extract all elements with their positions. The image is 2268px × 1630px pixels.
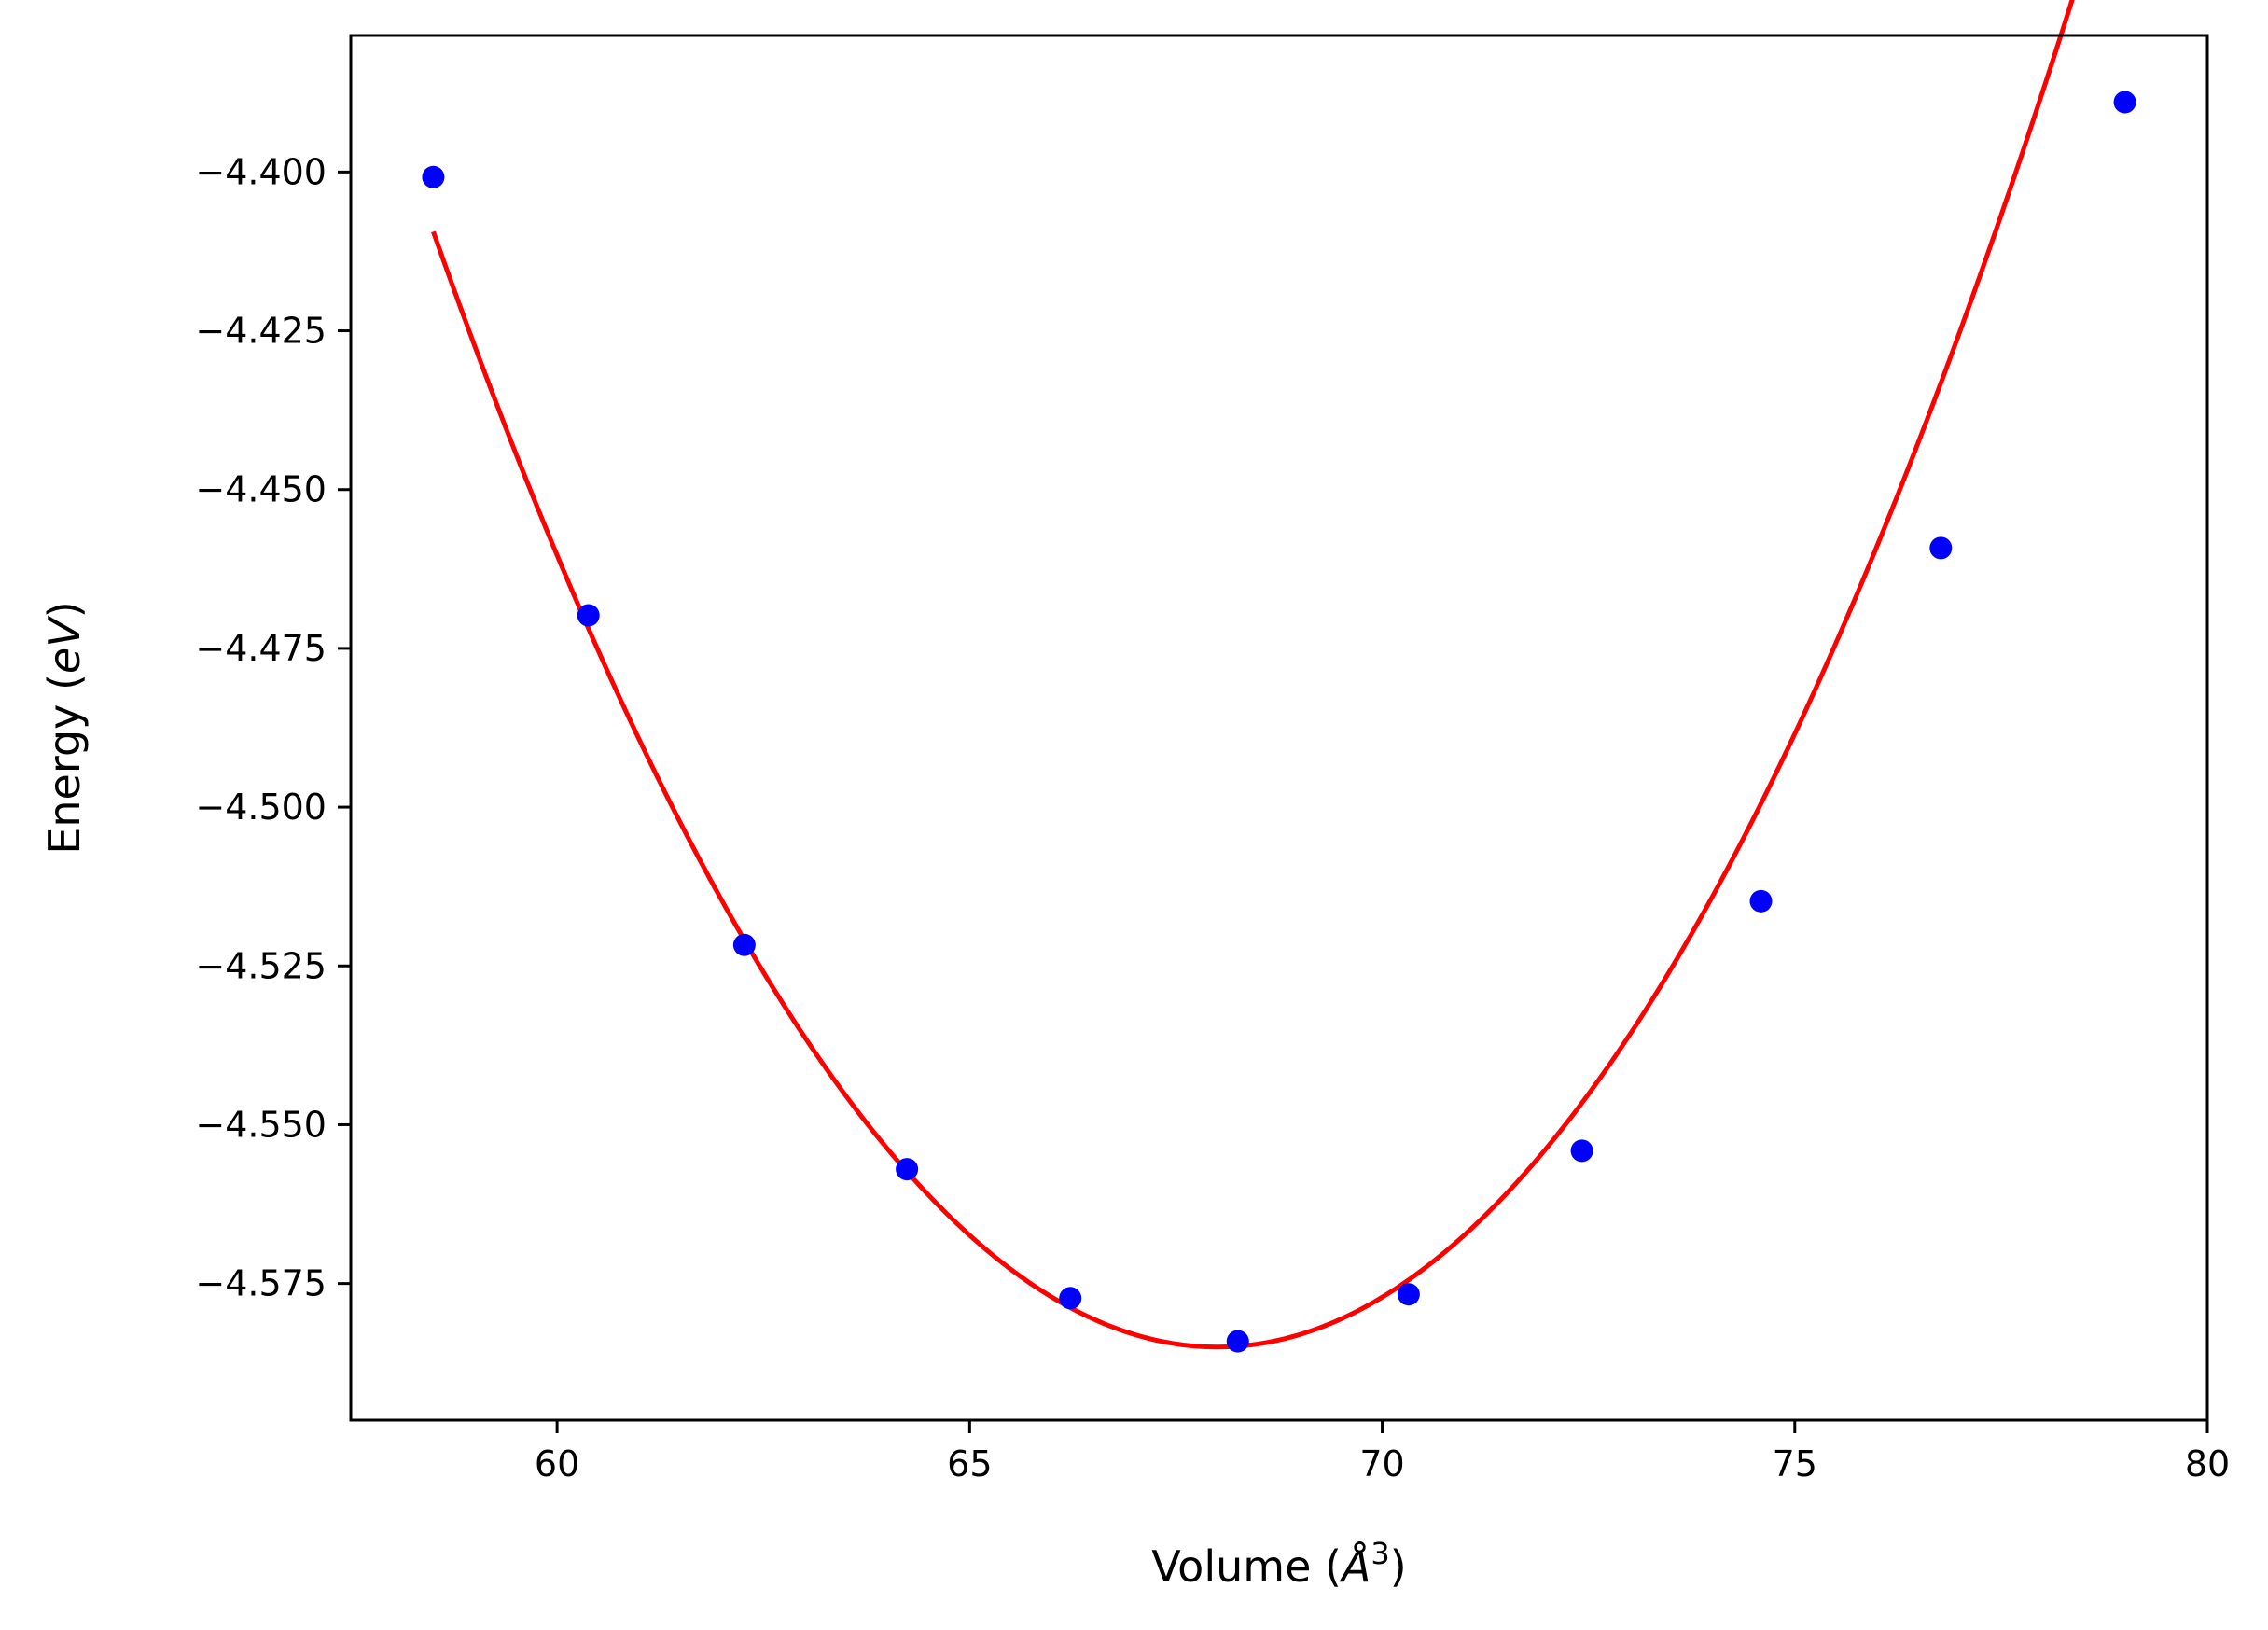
y-tick-label: −4.425: [195, 311, 327, 352]
x-axis-label-main: Volume (: [1151, 1541, 1342, 1592]
x-tick-label: 65: [947, 1443, 992, 1484]
y-tick-label: −4.400: [195, 151, 327, 192]
data-point: [732, 933, 756, 956]
x-axis-label-unit: Å: [1339, 1541, 1371, 1592]
data-point: [1226, 1330, 1249, 1353]
y-axis-label: Energy (eV): [39, 601, 90, 854]
y-tick-label: −4.475: [195, 628, 327, 669]
y-tick-label: −4.500: [195, 787, 327, 828]
data-point: [1570, 1139, 1593, 1163]
x-axis-label-end: ): [1390, 1541, 1407, 1592]
data-point: [422, 165, 445, 188]
x-axis-label: Volume (Å3): [1151, 1536, 1406, 1592]
x-axis-label-sup: 3: [1371, 1536, 1389, 1571]
data-point: [1059, 1287, 1082, 1310]
data-point: [1397, 1283, 1420, 1306]
fit-curve-line: [431, 0, 2075, 1350]
x-tick-label: 75: [1773, 1443, 1817, 1484]
x-axis-ticks: 60 65 70 75 80: [535, 1420, 2230, 1484]
fit-curve-layer: [431, 0, 2075, 1350]
x-tick-label: 60: [535, 1443, 579, 1484]
y-tick-label: −4.575: [195, 1263, 327, 1304]
x-tick-label: 70: [1359, 1443, 1404, 1484]
y-axis-ticks: −4.400 −4.425 −4.450 −4.475 −4.500 −4.525 −4.5…: [195, 151, 351, 1304]
y-axis-label-unit: eV: [39, 615, 90, 674]
y-tick-label: −4.525: [195, 945, 327, 986]
data-point: [577, 604, 600, 627]
data-point: [2113, 91, 2136, 114]
y-axis-label-main: Energy (: [39, 674, 90, 855]
plot-area: [351, 35, 2207, 1420]
x-tick-label: 80: [2185, 1443, 2230, 1484]
data-point: [896, 1158, 919, 1181]
y-tick-label: −4.550: [195, 1104, 327, 1145]
plot-frame: [349, 34, 2209, 1422]
y-tick-label: −4.450: [195, 469, 327, 510]
data-point: [1929, 536, 1953, 560]
data-point: [1749, 889, 1773, 913]
data-points-layer: [422, 91, 2136, 1353]
y-axis-label-end: ): [39, 601, 90, 618]
